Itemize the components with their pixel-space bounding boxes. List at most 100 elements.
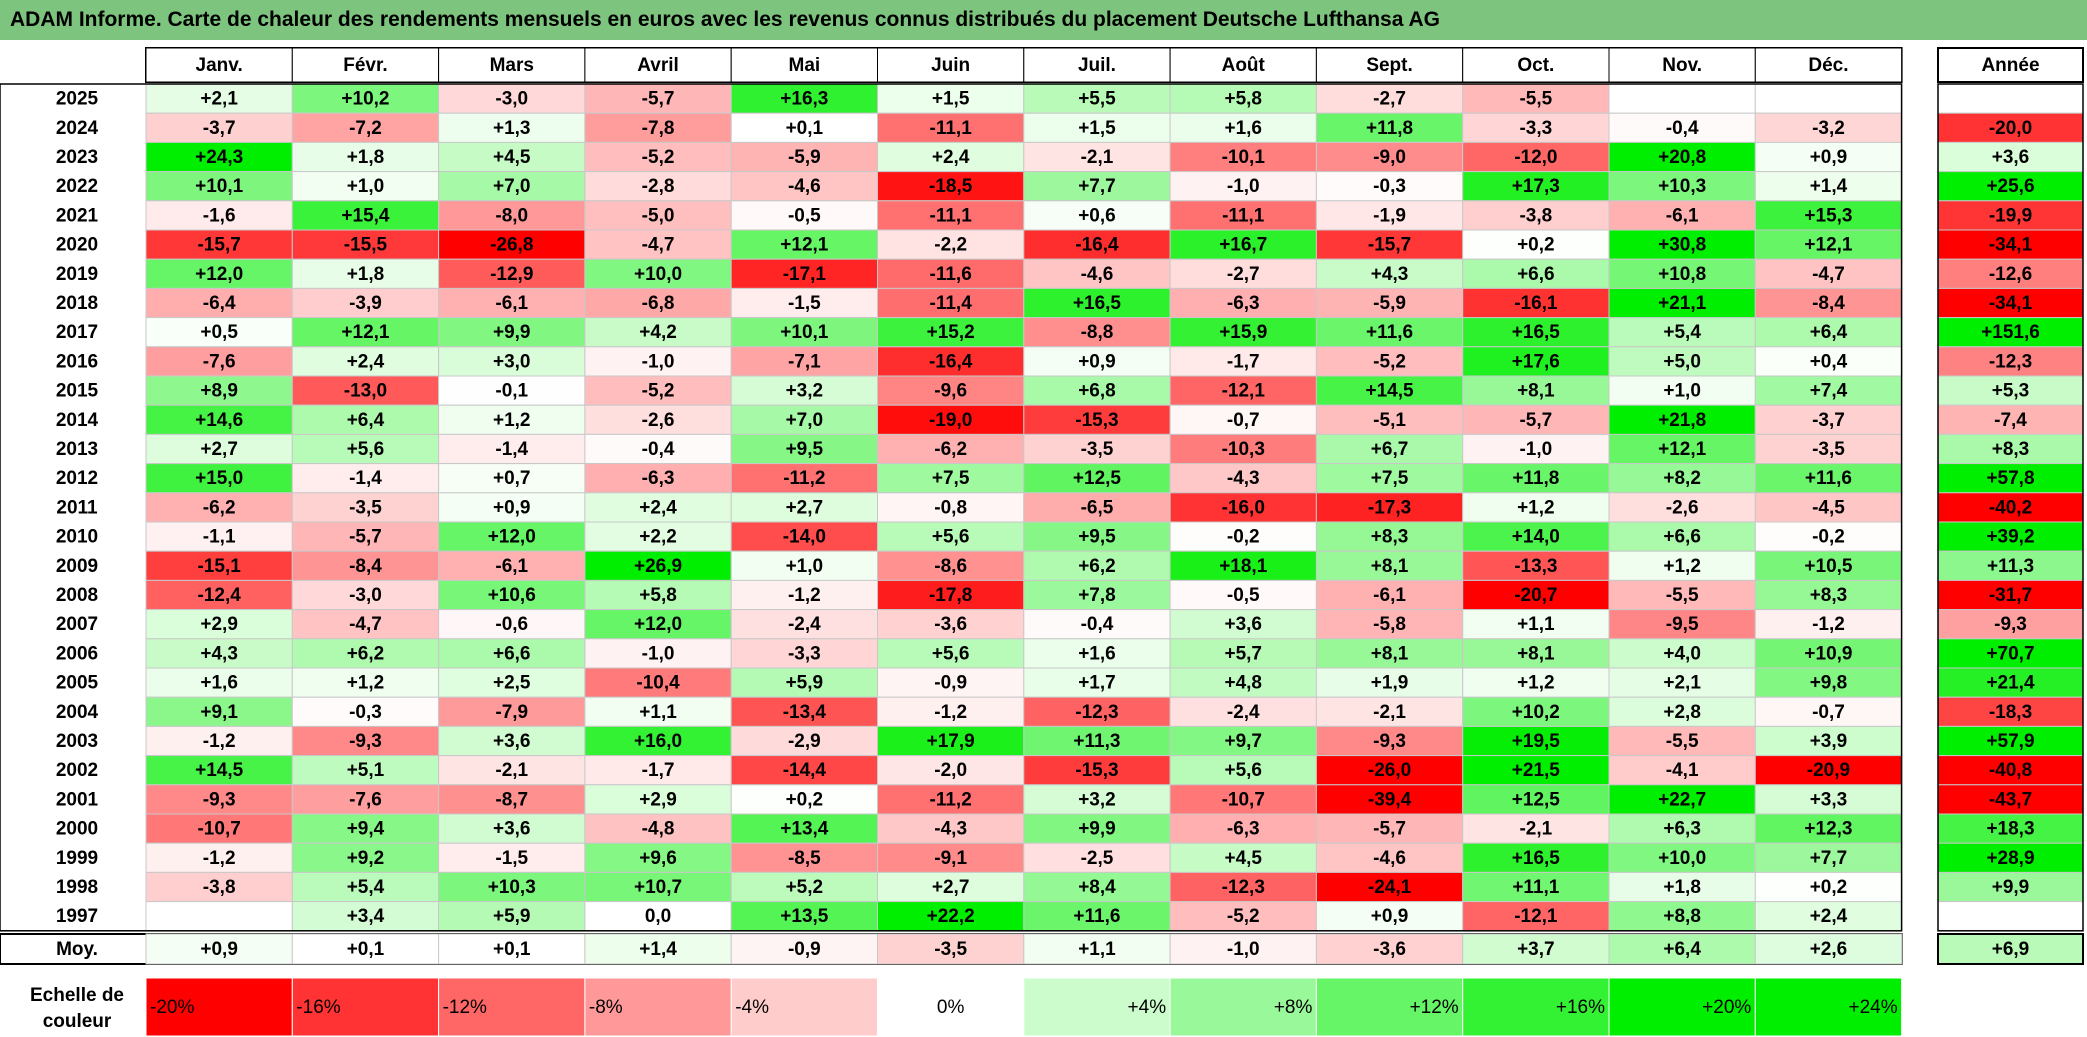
cell-value: -0,3 bbox=[349, 702, 382, 723]
cell-value: -12,3 bbox=[1222, 877, 1265, 898]
cell-value: +19,5 bbox=[1512, 731, 1561, 752]
scale-swatch bbox=[1169, 977, 1317, 1037]
cell-value: -9,3 bbox=[203, 789, 236, 810]
cell-value: +1,5 bbox=[1078, 118, 1116, 139]
header-cell bbox=[877, 47, 1025, 83]
cell-value: +1,8 bbox=[347, 264, 385, 285]
cell-value: -4,5 bbox=[1812, 497, 1845, 518]
average-value: -0,9 bbox=[788, 939, 821, 960]
cell-value: -2,5 bbox=[1081, 848, 1114, 869]
cell-value: +24,3 bbox=[195, 147, 243, 168]
year-label: 2015 bbox=[56, 381, 99, 402]
heatmap-cell bbox=[1315, 638, 1464, 669]
cell-value: -12,9 bbox=[490, 264, 533, 285]
heatmap-cell bbox=[584, 404, 732, 435]
year-label: 2024 bbox=[56, 118, 99, 139]
heatmap-cell bbox=[145, 141, 293, 173]
heatmap-cell bbox=[877, 171, 1025, 202]
cell-value: +30,8 bbox=[1658, 235, 1706, 256]
annual-value: +57,9 bbox=[1986, 731, 2034, 752]
average-value: -3,5 bbox=[934, 939, 967, 960]
heatmap-cell bbox=[1169, 871, 1317, 903]
cell-value: +10,1 bbox=[195, 176, 244, 197]
cell-value: -8,4 bbox=[1812, 293, 1845, 314]
heatmap-cell bbox=[291, 755, 440, 786]
cell-value: +15,0 bbox=[195, 468, 243, 489]
scale-label: Echelle de bbox=[30, 985, 124, 1006]
heatmap-cell bbox=[1169, 521, 1317, 552]
cell-value: -3,7 bbox=[203, 118, 236, 139]
cell-value: -11,1 bbox=[930, 118, 973, 139]
cell-value: +9,9 bbox=[1078, 819, 1116, 840]
month-header: Juil. bbox=[1078, 55, 1116, 76]
annual-header-cell bbox=[1937, 47, 2084, 83]
cell-value: -4,7 bbox=[349, 614, 382, 635]
cell-value: -0,2 bbox=[1812, 527, 1845, 548]
heatmap-cell bbox=[1169, 755, 1317, 786]
cell-value: +9,5 bbox=[786, 439, 824, 460]
average-annual-cell bbox=[1937, 933, 2084, 965]
heatmap-cell bbox=[584, 901, 732, 932]
cell-value: +8,3 bbox=[1371, 527, 1409, 548]
cell-value: +4,0 bbox=[1663, 643, 1701, 664]
heatmap-cell bbox=[145, 287, 293, 319]
heatmap-cell bbox=[1169, 171, 1317, 202]
heatmap-cell bbox=[1023, 813, 1171, 844]
heatmap-cell bbox=[877, 433, 1025, 465]
average-value: -1,0 bbox=[1227, 939, 1260, 960]
heatmap-cell bbox=[291, 404, 440, 435]
heatmap-cell bbox=[1608, 346, 1756, 377]
heatmap-cell bbox=[1169, 579, 1317, 611]
cell-value: -1,0 bbox=[642, 643, 675, 664]
heatmap-cell bbox=[145, 696, 293, 727]
cell-value: +11,6 bbox=[1073, 906, 1120, 927]
cell-value: +3,0 bbox=[493, 351, 531, 372]
cell-value: +0,4 bbox=[1810, 351, 1848, 372]
average-cell bbox=[145, 933, 293, 965]
cell-value: +10,8 bbox=[1658, 264, 1706, 285]
cell-value: -0,5 bbox=[1227, 585, 1260, 606]
cell-value: -0,8 bbox=[934, 497, 967, 518]
cell-value: +2,9 bbox=[200, 614, 238, 635]
heatmap-cell bbox=[1754, 784, 1903, 815]
cell-value: -14,0 bbox=[783, 527, 826, 548]
cell-value: +1,0 bbox=[347, 176, 385, 197]
cell-value: +13,5 bbox=[780, 906, 829, 927]
heatmap-cell bbox=[877, 200, 1025, 231]
cell-value: +10,1 bbox=[780, 322, 829, 343]
cell-value: +0,6 bbox=[1078, 205, 1116, 226]
heatmap-cell bbox=[1315, 375, 1464, 406]
average-value: +0,1 bbox=[347, 939, 385, 960]
cell-value: +1,0 bbox=[786, 556, 824, 577]
heatmap-cell bbox=[730, 317, 879, 348]
cell-value: -3,3 bbox=[1519, 118, 1552, 139]
average-value: +0,9 bbox=[200, 939, 238, 960]
heatmap-cell bbox=[1169, 784, 1317, 815]
annual-value: +5,3 bbox=[1992, 381, 2030, 402]
heatmap-cell bbox=[1315, 171, 1464, 202]
cell-value: +21,8 bbox=[1658, 410, 1706, 431]
average-label: Moy. bbox=[56, 939, 98, 960]
cell-value: +16,7 bbox=[1219, 235, 1267, 256]
cell-value: -4,8 bbox=[642, 819, 675, 840]
cell-value: +11,6 bbox=[1805, 468, 1852, 489]
heatmap-cell bbox=[730, 755, 879, 786]
cell-value: +0,9 bbox=[1078, 351, 1116, 372]
cell-value: +12,0 bbox=[195, 264, 243, 285]
cell-value: -3,3 bbox=[788, 643, 821, 664]
cell-value: -26,0 bbox=[1368, 760, 1411, 781]
heatmap-cell bbox=[877, 141, 1025, 173]
header-cell bbox=[1462, 47, 1610, 83]
heatmap-cell bbox=[1462, 463, 1610, 494]
cell-value: +0,2 bbox=[1517, 235, 1555, 256]
cell-value: -2,1 bbox=[1373, 702, 1406, 723]
heatmap-cell bbox=[1169, 83, 1317, 114]
annual-value: +28,9 bbox=[1986, 848, 2034, 869]
heatmap-cell bbox=[1315, 287, 1464, 319]
heatmap-cell bbox=[584, 171, 732, 202]
scale-step-label: +16% bbox=[1556, 997, 1605, 1018]
cell-value: +0,9 bbox=[1810, 147, 1848, 168]
cell-value: +11,6 bbox=[1366, 322, 1413, 343]
year-label: 2016 bbox=[56, 351, 98, 372]
heatmap-cell bbox=[877, 638, 1025, 669]
